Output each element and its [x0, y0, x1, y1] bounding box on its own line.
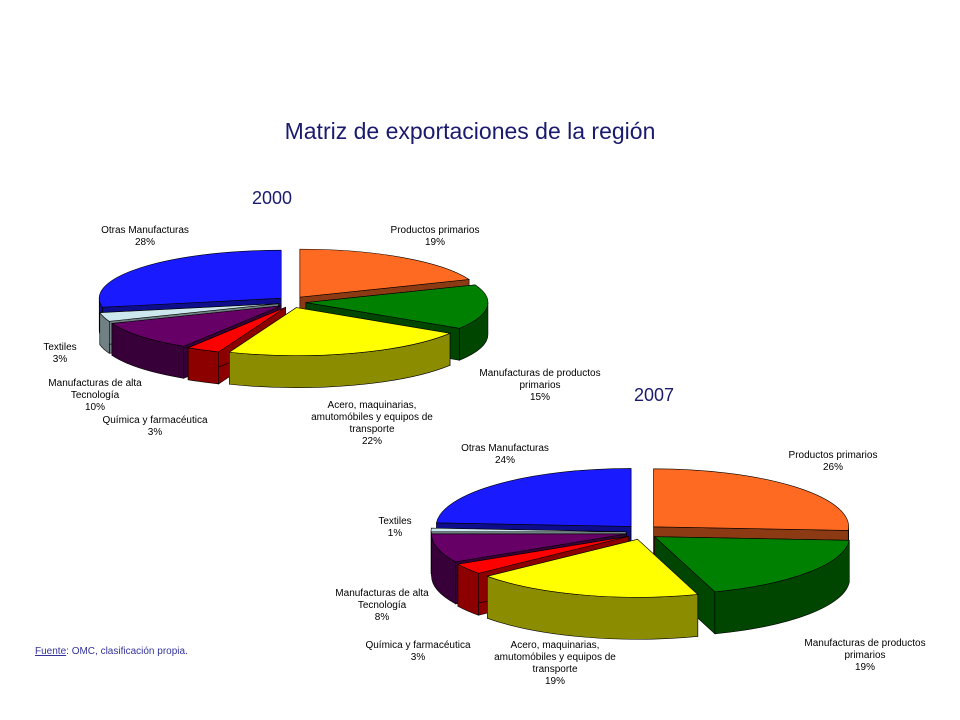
slice-value-label: 19% [424, 237, 445, 248]
pie-slice [653, 468, 849, 531]
slice-label: Química y farmacéutica 3% [85, 415, 225, 439]
slice-category: Manufacturas de productos primarios [479, 368, 601, 391]
slice-label: Productos primarios 26% [768, 450, 898, 474]
slice-value-label: 3% [52, 354, 68, 365]
slice-label: Textiles 1% [365, 516, 425, 540]
slice-value-label: 8% [374, 612, 390, 623]
slice-label: Manufacturas de productos primarios 15% [473, 368, 608, 404]
source-text: : OMC, clasificación propia. [66, 646, 188, 657]
slice-value-label: 15% [529, 392, 550, 403]
slice-label: Manufacturas de alta Tecnología 8% [327, 588, 437, 624]
slice-side [187, 347, 219, 385]
pie-slice [305, 284, 489, 329]
slice-value-label: 24% [494, 455, 515, 466]
slice-label: Otras Manufacturas 24% [440, 443, 570, 467]
slice-category: Manufacturas de alta Tecnología [335, 588, 429, 611]
slice-value-label: 3% [410, 652, 426, 663]
slice-label: Otras Manufacturas 28% [80, 225, 210, 249]
source-note: Fuente: OMC, clasificación propia. [35, 646, 188, 657]
pie-slice [436, 468, 632, 527]
slice-value-label: 19% [544, 676, 565, 687]
slice-category: Manufacturas de productos primarios [804, 638, 926, 661]
pie-slice [98, 249, 282, 308]
pie-slice [431, 533, 627, 563]
slice-value-label: 28% [134, 237, 155, 248]
slice-label: Manufacturas de alta Tecnología 10% [40, 378, 150, 414]
slice-label: Manufacturas de productos primarios 19% [795, 638, 935, 674]
slice-category: Otras Manufacturas [101, 225, 189, 236]
slice-category: Otras Manufacturas [461, 443, 549, 454]
pie-title: 2000 [252, 188, 293, 208]
slice-value-label: 3% [147, 427, 163, 438]
slice-label: Acero, maquinarias, amutomóbiles y equip… [485, 640, 625, 688]
pie-slice [99, 303, 279, 322]
pie-title: 2007 [634, 385, 675, 405]
slice-value-label: 1% [387, 528, 403, 539]
slice-label: Acero, maquinarias, amutomóbiles y equip… [302, 400, 442, 448]
source-label: Fuente [35, 646, 67, 657]
chart-title: Matriz de exportaciones de la región [284, 118, 656, 144]
pie-slice [111, 305, 282, 347]
slice-category: Textiles [378, 516, 412, 527]
pie-slice [299, 248, 470, 298]
slice-label: Química y farmacéutica 3% [348, 640, 488, 664]
pie-slice [456, 535, 629, 574]
slice-category: Textiles [43, 342, 77, 353]
slice-category: Química y farmacéutica [102, 415, 208, 426]
slice-value-label: 26% [822, 462, 843, 473]
slice-category: Química y farmacéutica [365, 640, 471, 651]
slice-value-label: 22% [361, 436, 382, 447]
slice-category: Acero, maquinarias, amutomóbiles y equip… [311, 400, 433, 435]
slice-value-label: 19% [854, 662, 875, 673]
slice-label: Productos primarios 19% [370, 225, 500, 249]
slice-category: Manufacturas de alta Tecnología [48, 378, 142, 401]
pie-slice [430, 527, 627, 533]
pie-slice [228, 307, 452, 356]
slice-category: Acero, maquinarias, amutomóbiles y equip… [494, 640, 616, 675]
pie-slice [653, 536, 850, 593]
slice-category: Productos primarios [390, 225, 480, 236]
slice-label: Textiles 3% [30, 342, 90, 366]
pie-slice [486, 538, 699, 598]
slice-category: Productos primarios [788, 450, 878, 461]
slice-value-label: 10% [84, 402, 105, 413]
pie-slice [187, 306, 286, 353]
